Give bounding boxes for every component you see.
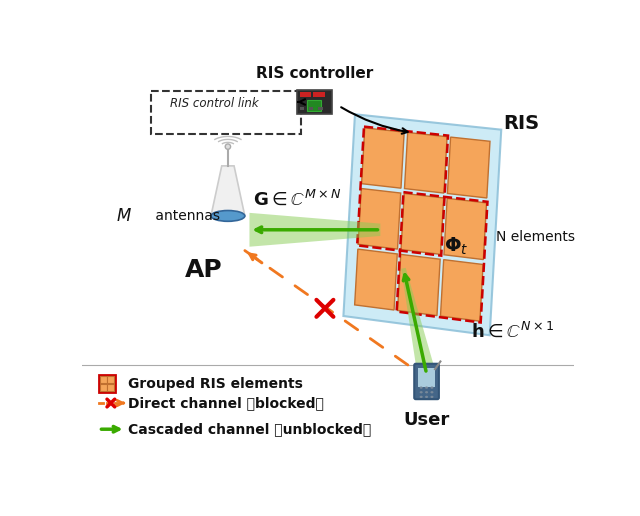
Bar bbox=[318, 107, 323, 110]
Polygon shape bbox=[401, 194, 444, 254]
Bar bbox=[307, 101, 321, 111]
Polygon shape bbox=[355, 249, 397, 310]
Text: antennas: antennas bbox=[151, 209, 220, 223]
Text: Grouped RIS elements: Grouped RIS elements bbox=[128, 377, 303, 391]
Ellipse shape bbox=[431, 386, 433, 389]
Ellipse shape bbox=[425, 386, 428, 389]
Bar bbox=[100, 377, 107, 383]
Ellipse shape bbox=[425, 391, 428, 393]
Polygon shape bbox=[344, 114, 501, 335]
Ellipse shape bbox=[225, 144, 230, 149]
Bar bbox=[99, 375, 115, 392]
Text: $\mathbf{G} \in \mathbb{C}^{M\times N}$: $\mathbf{G} \in \mathbb{C}^{M\times N}$ bbox=[253, 189, 342, 208]
Ellipse shape bbox=[425, 396, 428, 398]
Polygon shape bbox=[404, 133, 447, 193]
FancyBboxPatch shape bbox=[414, 364, 439, 399]
Polygon shape bbox=[211, 166, 245, 216]
Polygon shape bbox=[440, 260, 483, 321]
Bar bbox=[308, 107, 314, 110]
Text: User: User bbox=[403, 411, 450, 429]
Text: N elements: N elements bbox=[497, 231, 575, 245]
Bar bbox=[108, 377, 115, 383]
Text: AP: AP bbox=[184, 258, 222, 282]
Ellipse shape bbox=[420, 391, 422, 393]
Bar bbox=[108, 384, 115, 391]
Bar bbox=[418, 368, 435, 387]
Bar bbox=[297, 90, 332, 114]
Ellipse shape bbox=[431, 391, 433, 393]
Ellipse shape bbox=[211, 211, 245, 221]
Bar bbox=[300, 107, 304, 110]
Text: $\mathbf{h} \in \mathbb{C}^{N\times 1}$: $\mathbf{h} \in \mathbb{C}^{N\times 1}$ bbox=[471, 321, 554, 341]
Ellipse shape bbox=[431, 396, 433, 398]
Polygon shape bbox=[447, 137, 490, 198]
Bar bbox=[151, 91, 301, 134]
Bar bbox=[100, 384, 107, 391]
Polygon shape bbox=[362, 128, 404, 188]
Polygon shape bbox=[358, 188, 401, 249]
Text: $\mathbf{\Phi}_{t}$: $\mathbf{\Phi}_{t}$ bbox=[444, 236, 469, 257]
Polygon shape bbox=[397, 254, 440, 316]
Text: RIS control link: RIS control link bbox=[170, 97, 259, 110]
Bar bbox=[300, 92, 311, 96]
Text: RIS controller: RIS controller bbox=[255, 66, 372, 81]
Bar bbox=[314, 92, 325, 96]
Text: Direct channel （blocked）: Direct channel （blocked） bbox=[128, 396, 324, 410]
Text: $M$: $M$ bbox=[116, 207, 132, 225]
Polygon shape bbox=[250, 213, 380, 247]
Text: RIS: RIS bbox=[504, 114, 540, 133]
Ellipse shape bbox=[420, 386, 422, 389]
Polygon shape bbox=[401, 268, 436, 376]
Polygon shape bbox=[444, 198, 486, 260]
Ellipse shape bbox=[420, 396, 422, 398]
Text: Cascaded channel （unblocked）: Cascaded channel （unblocked） bbox=[128, 422, 371, 436]
